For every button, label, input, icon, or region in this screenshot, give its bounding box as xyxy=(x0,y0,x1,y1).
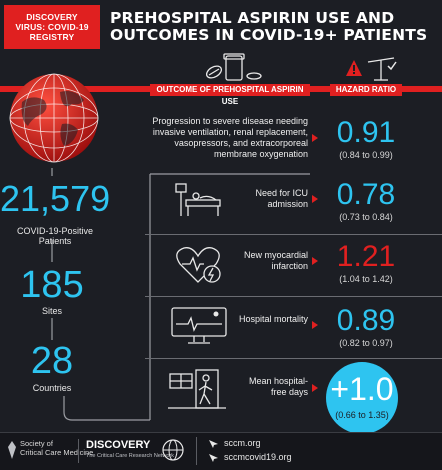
outcome-severe-disease: Progression to severe disease needing in… xyxy=(152,116,308,159)
confidence-interval: (0.82 to 0.97) xyxy=(339,338,393,348)
highlight-circle xyxy=(326,362,398,434)
row-arrow xyxy=(312,257,318,265)
title-line-1: PREHOSPITAL ASPIRIN USE AND xyxy=(110,9,395,27)
cursor-icon xyxy=(209,454,218,462)
mean-difference-value: +1.0 xyxy=(330,371,394,407)
badge-line-3: REGISTRY xyxy=(29,32,75,42)
hazard-ratio-value: 0.89 xyxy=(336,304,396,337)
sccm-logo-text: Society of Critical Care Medicine xyxy=(20,439,93,457)
covid-url[interactable]: sccmcovid19.org xyxy=(224,452,292,462)
confidence-interval: (1.04 to 1.42) xyxy=(339,274,393,284)
footer: Society of Critical Care Medicine DISCOV… xyxy=(0,432,442,470)
sccm-logo-icon xyxy=(8,441,16,459)
row-arrow xyxy=(312,321,318,329)
badge-line-1: DISCOVERY xyxy=(26,12,78,22)
outcome-hospital-mortality: Hospital mortality xyxy=(238,314,308,324)
hazard-scale-icon xyxy=(346,57,397,81)
patients-label: COVID-19-Positive Patients xyxy=(16,226,94,246)
globe-icon xyxy=(9,73,99,163)
patients-count: 21,579 xyxy=(0,178,111,219)
registry-badge: DISCOVERY VIRUS: COVID-19 REGISTRY xyxy=(4,5,100,49)
badge-line-2: VIRUS: COVID-19 xyxy=(15,22,89,32)
icu-bed-icon xyxy=(175,183,221,216)
cursor-icon xyxy=(209,440,218,448)
sccm-line-2: Critical Care Medicine xyxy=(20,448,94,457)
row-divider xyxy=(145,296,442,297)
outcome-myocardial-infarction: New myocardial infarction xyxy=(243,250,308,271)
confidence-interval: (0.84 to 0.99) xyxy=(339,150,393,160)
sccm-line-1: Society of xyxy=(20,439,53,448)
hazard-ratio-column-header: HAZARD RATIO xyxy=(330,84,402,96)
page-title: PREHOSPITAL ASPIRIN USE AND OUTCOMES IN … xyxy=(110,10,440,44)
hazard-ratio-value: 0.78 xyxy=(336,178,396,211)
pill-bottle-icon xyxy=(205,53,262,81)
discovery-subtitle: The Critical Care Research Network xyxy=(86,453,175,459)
outcome-icu-admission: Need for ICU admission xyxy=(255,188,308,209)
row-divider xyxy=(145,358,442,359)
row-arrow xyxy=(312,384,318,392)
hazard-ratio-value: 0.91 xyxy=(336,116,396,149)
monitor-icon xyxy=(171,307,227,344)
row-arrow xyxy=(312,195,318,203)
sites-label: Sites xyxy=(41,306,62,316)
confidence-interval: (0.73 to 0.84) xyxy=(339,212,393,222)
outcome-column-header: OUTCOME OF PREHOSPITAL ASPIRIN USE xyxy=(150,84,310,106)
footer-divider xyxy=(78,439,79,463)
title-line-2: OUTCOMES IN COVID-19+ PATIENTS xyxy=(110,26,428,44)
confidence-interval: (0.66 to 1.35) xyxy=(335,410,389,420)
sccm-url[interactable]: sccm.org xyxy=(224,438,261,448)
countries-label: Countries xyxy=(32,383,72,393)
row-arrow xyxy=(312,134,318,142)
discovery-logo-text: DISCOVERY xyxy=(86,439,151,451)
globe-logo-icon xyxy=(162,439,184,461)
walking-exit-icon xyxy=(168,369,226,409)
footer-divider xyxy=(196,437,197,465)
hazard-ratio-value: 1.21 xyxy=(336,240,396,273)
sites-count: 185 xyxy=(20,264,84,306)
outcome-hospital-free-days: Mean hospital-free days xyxy=(248,376,308,397)
countries-count: 28 xyxy=(30,340,74,382)
heart-icon xyxy=(176,247,221,283)
row-divider xyxy=(145,234,442,235)
